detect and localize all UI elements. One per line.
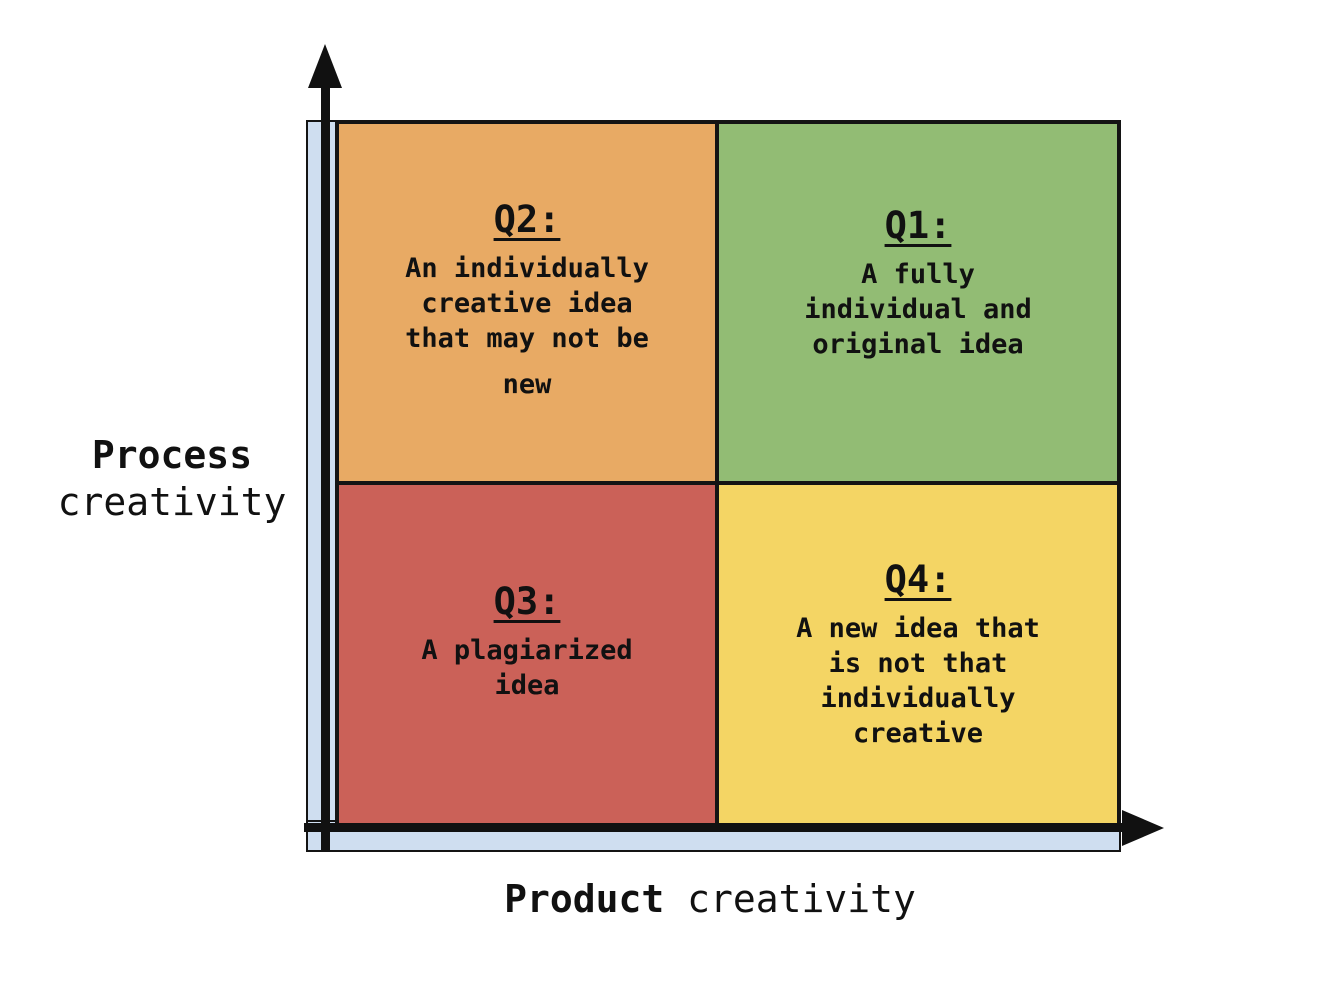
- quadrant-q4: Q4: A new idea that is not that individu…: [719, 485, 1117, 823]
- x-axis-line: [304, 823, 1122, 832]
- quadrant-q3: Q3: A plagiarized idea: [339, 485, 715, 823]
- y-axis-label-bold-word: Process: [91, 433, 253, 477]
- x-axis-label: Product creativity: [335, 876, 1085, 923]
- quadrant-q1-line: individual and: [804, 294, 1032, 325]
- quadrant-q2-line: An individually: [405, 253, 649, 284]
- quadrant-q1-title: Q1:: [884, 204, 952, 247]
- y-axis-line: [321, 84, 330, 850]
- quadrant-q1-line: original idea: [812, 329, 1024, 360]
- quadrant-q2-line: that may not be: [405, 323, 649, 354]
- quadrant-q1-line: A fully: [861, 259, 975, 290]
- y-axis-label: Process creativity: [32, 432, 312, 526]
- x-axis-label-bold-word: Product: [504, 877, 665, 921]
- quadrant-q2-title: Q2:: [493, 198, 561, 241]
- quadrant-q4-line: A new idea that: [796, 613, 1040, 644]
- quadrant-q4-title: Q4:: [884, 558, 952, 601]
- x-axis-arrowhead-right-icon: [1122, 810, 1164, 846]
- x-axis-label-rest: creativity: [687, 877, 916, 921]
- y-axis-label-rest: creativity: [57, 480, 287, 524]
- quadrant-q1: Q1: A fully individual and original idea: [719, 124, 1117, 481]
- quadrant-q2: Q2: An individually creative idea that m…: [339, 124, 715, 481]
- quadrant-q4-line: is not that: [828, 648, 1008, 679]
- quadrant-q3-line: idea: [494, 670, 560, 701]
- y-axis-arrowhead-up-icon: [308, 44, 342, 88]
- x-axis-label-spacer: [664, 877, 687, 921]
- quadrant-q4-line: individually: [820, 683, 1016, 714]
- quadrant-q2-line: creative idea: [421, 288, 633, 319]
- quadrant-q4-line: creative: [852, 718, 984, 749]
- quadrant-q2-line: new: [502, 369, 552, 400]
- quadrant-q3-line: A plagiarized: [421, 635, 633, 666]
- quadrant-q3-title: Q3:: [493, 580, 561, 623]
- quadrant-matrix: Q2: An individually creative idea that m…: [335, 120, 1121, 827]
